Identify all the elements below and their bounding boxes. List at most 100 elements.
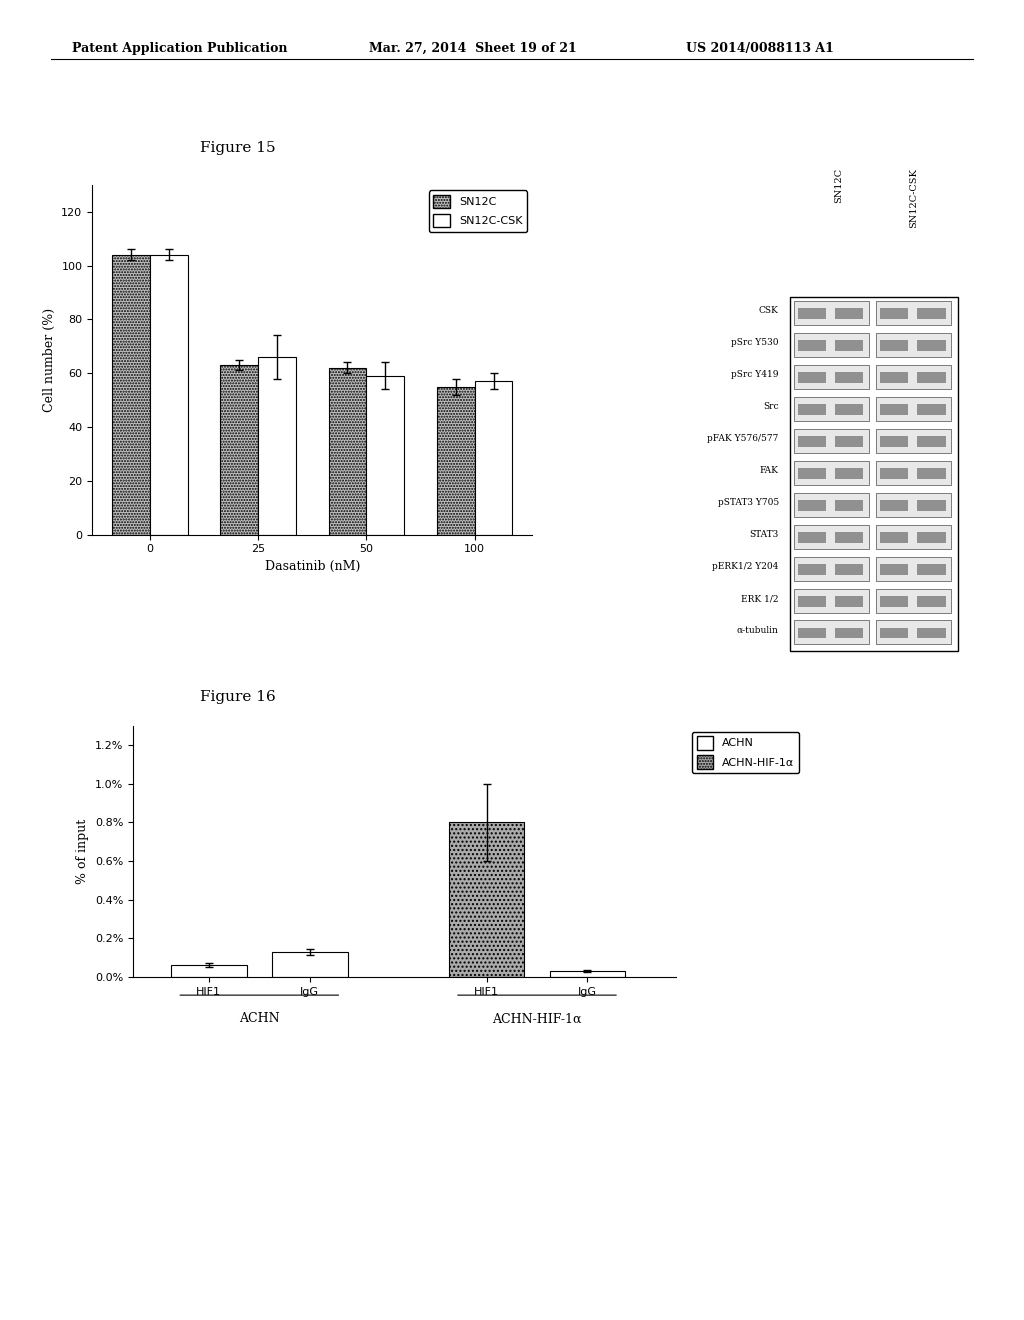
Text: STAT3: STAT3 [750,531,779,539]
Bar [794,557,868,581]
Text: SN12C: SN12C [835,169,843,203]
Bar [918,436,945,446]
Bar [918,595,945,606]
Text: SN12C-CSK: SN12C-CSK [909,169,918,228]
Bar [835,500,863,511]
Text: α-tubulin: α-tubulin [737,626,779,635]
Text: Figure 16: Figure 16 [200,690,275,705]
Bar [918,404,945,414]
Bar [151,255,188,535]
Text: Src: Src [763,403,779,412]
Bar [474,381,512,535]
Bar [794,333,868,356]
Bar [835,467,863,479]
Bar [449,822,524,977]
Bar [835,308,863,319]
Bar [880,500,908,511]
Bar [918,564,945,574]
Bar [794,620,868,644]
Bar [794,364,868,389]
Bar [835,628,863,639]
Text: Mar. 27, 2014  Sheet 19 of 21: Mar. 27, 2014 Sheet 19 of 21 [369,42,577,55]
Bar [835,532,863,543]
Bar [880,404,908,414]
Y-axis label: % of input: % of input [77,818,89,884]
Legend: ACHN, ACHN-HIF-1α: ACHN, ACHN-HIF-1α [692,731,799,774]
Bar [258,356,296,535]
Bar [880,532,908,543]
Bar [794,397,868,421]
Bar [794,461,868,484]
Text: ACHN: ACHN [239,1012,280,1026]
Bar [876,333,950,356]
Bar [794,492,868,516]
Text: FAK: FAK [760,466,779,475]
Text: pSTAT3 Y705: pSTAT3 Y705 [718,498,779,507]
Bar [798,372,826,383]
Bar [876,397,950,421]
X-axis label: Dasatinib (nM): Dasatinib (nM) [264,560,360,573]
Bar [876,524,950,549]
Bar [880,372,908,383]
Bar [835,595,863,606]
Text: pERK1/2 Y204: pERK1/2 Y204 [713,562,779,572]
Bar [794,429,868,453]
Bar [918,500,945,511]
Bar [367,376,404,535]
Bar [791,297,958,651]
Bar [794,301,868,325]
Text: ACHN-HIF-1α: ACHN-HIF-1α [493,1012,582,1026]
Bar [436,387,474,535]
Bar [918,532,945,543]
Bar [798,436,826,446]
Bar [835,341,863,351]
Text: pFAK Y576/577: pFAK Y576/577 [708,434,779,444]
Bar [798,595,826,606]
Bar [794,524,868,549]
Bar [835,436,863,446]
Bar [550,972,626,977]
Bar [880,308,908,319]
Text: Figure 15: Figure 15 [200,141,275,156]
Bar [918,628,945,639]
Bar [798,467,826,479]
Text: Patent Application Publication: Patent Application Publication [72,42,287,55]
Text: pSrc Y530: pSrc Y530 [731,338,779,347]
Bar [880,467,908,479]
Bar [876,301,950,325]
Bar [835,404,863,414]
Legend: SN12C, SN12C-CSK: SN12C, SN12C-CSK [429,190,527,232]
Bar [876,620,950,644]
Bar [794,589,868,612]
Bar [113,255,151,535]
Bar [329,368,367,535]
Bar [798,564,826,574]
Bar [272,952,348,977]
Bar [876,461,950,484]
Bar [798,341,826,351]
Bar [798,308,826,319]
Bar [835,372,863,383]
Bar [835,564,863,574]
Bar [918,467,945,479]
Bar [880,595,908,606]
Bar [880,564,908,574]
Bar [918,372,945,383]
Bar [220,366,258,535]
Bar [876,557,950,581]
Bar [876,429,950,453]
Text: US 2014/0088113 A1: US 2014/0088113 A1 [686,42,834,55]
Bar [798,628,826,639]
Bar [876,589,950,612]
Text: CSK: CSK [759,306,779,315]
Bar [918,341,945,351]
Text: pSrc Y419: pSrc Y419 [731,371,779,379]
Bar [798,500,826,511]
Bar [798,532,826,543]
Bar [918,308,945,319]
Bar [171,965,247,977]
Text: ERK 1/2: ERK 1/2 [741,594,779,603]
Bar [876,364,950,389]
Bar [798,404,826,414]
Bar [880,436,908,446]
